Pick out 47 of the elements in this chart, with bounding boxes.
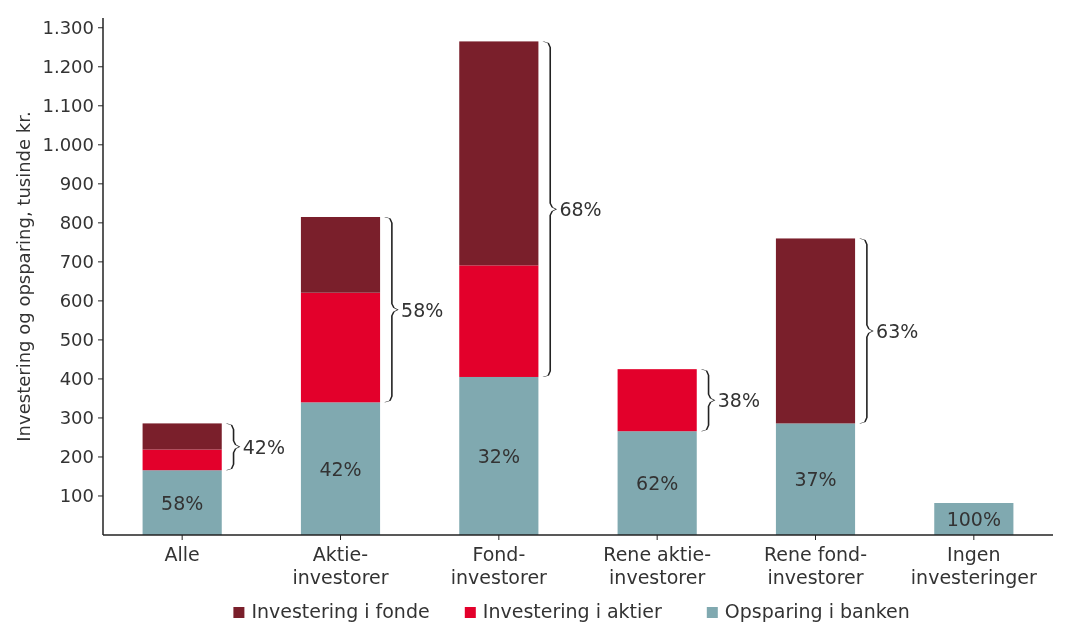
y-tick-label: 600 — [59, 289, 94, 311]
annotation: 42% — [319, 457, 362, 480]
y-tick-label: 300 — [59, 406, 94, 428]
legend-label: Opsparing i banken — [724, 600, 910, 622]
y-tick-label: 800 — [59, 211, 94, 233]
x-tick-label: Rene aktie- investorer — [603, 543, 712, 588]
x-tick-label: Ingen investeringer — [910, 543, 1038, 588]
x-tick-label: Rene fond- investorer — [763, 543, 868, 588]
annotation: 32% — [477, 444, 520, 467]
y-tick-label: 500 — [59, 328, 94, 350]
y-axis-title: Investering og opsparing, tusinde kr. — [13, 111, 34, 442]
x-tick-label: Aktie- investorer — [292, 543, 389, 588]
y-tick-label: 700 — [59, 250, 94, 272]
annotation: 100% — [946, 508, 1001, 530]
y-tick-label: 1.000 — [42, 133, 94, 155]
bar — [142, 449, 222, 471]
bar — [775, 238, 856, 424]
y-tick-label: 900 — [59, 172, 94, 194]
y-tick-label: 200 — [59, 445, 94, 467]
annotation: 58% — [161, 491, 204, 514]
annotation: 68% — [559, 198, 602, 221]
x-tick-label: Fond- investorer — [450, 543, 548, 588]
x-tick-label: Alle — [164, 543, 200, 565]
annotation: 38% — [717, 389, 760, 412]
annotation: 62% — [636, 472, 679, 495]
annotation: 42% — [242, 435, 285, 458]
bar — [617, 369, 697, 432]
bar — [300, 292, 381, 403]
y-tick-label: 400 — [59, 367, 94, 389]
bar — [459, 265, 539, 377]
bar — [459, 376, 539, 535]
y-tick-label: 1.300 — [42, 16, 94, 38]
annotation: 58% — [401, 298, 444, 321]
bar — [142, 423, 222, 450]
annotation: 63% — [876, 319, 919, 342]
legend-label: Investering i aktier — [482, 600, 663, 622]
y-tick-label: 100 — [59, 484, 94, 506]
bar — [617, 431, 697, 535]
bar — [142, 470, 222, 535]
legend-label: Investering i fonde — [251, 600, 430, 622]
y-tick-label: 1.200 — [42, 55, 94, 77]
bar — [300, 402, 381, 535]
bar — [300, 217, 381, 293]
bar — [775, 423, 856, 535]
y-tick-label: 1.100 — [42, 94, 94, 116]
bar — [459, 41, 539, 266]
annotation: 37% — [794, 468, 837, 491]
